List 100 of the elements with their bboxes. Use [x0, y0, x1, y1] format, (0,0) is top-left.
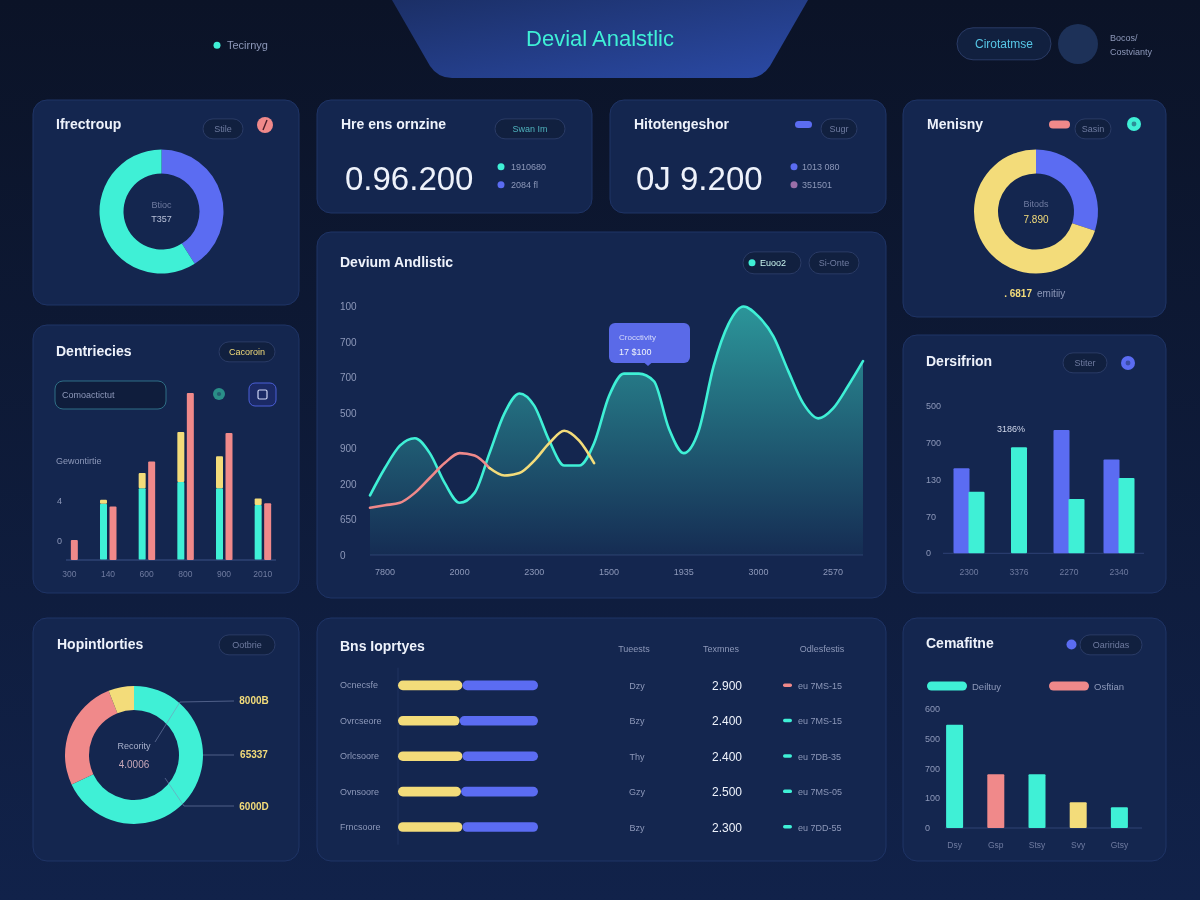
- text: 500: [926, 401, 942, 412]
- legend-label: Osftian: [1094, 680, 1125, 692]
- text: Tecirnyg: [227, 39, 268, 51]
- text: emitiiy: [1037, 288, 1066, 299]
- x-tick-label: 7800: [374, 567, 395, 577]
- annotation: 3186%: [996, 424, 1026, 434]
- text: 8000B: [239, 695, 269, 706]
- x-tick-label: 1500: [599, 567, 620, 577]
- donut-slice: [99, 149, 195, 274]
- text: Euoo2: [760, 258, 787, 268]
- x-tick-label: Stsy: [1028, 840, 1047, 850]
- donut-slice: [71, 686, 203, 824]
- text: Cirotatmse: [974, 37, 1034, 51]
- bar: [1053, 430, 1070, 554]
- y-tick-label: Ovrcseore: [340, 715, 382, 726]
- x-tick-label: 300: [62, 569, 77, 579]
- text: 2.400: [711, 714, 743, 729]
- y-tick-label: Frncsoore: [340, 822, 381, 832]
- text: 0: [340, 549, 346, 561]
- x-tick-label: 2570: [823, 567, 844, 577]
- x-tick-label: 140: [100, 569, 116, 579]
- bar: [100, 499, 107, 504]
- text: 900: [340, 443, 358, 454]
- chart-title: Menisny: [927, 116, 984, 132]
- bar: [398, 716, 460, 726]
- donut-slice: [108, 686, 134, 714]
- x-tick-label: 800: [178, 569, 193, 579]
- bar: [968, 491, 985, 554]
- text: T357: [151, 214, 172, 224]
- bar: [216, 456, 223, 489]
- bar: [946, 724, 964, 828]
- text: eu 7MS-05: [798, 787, 843, 798]
- x-tick-label: 2300: [959, 567, 979, 577]
- bar: [462, 680, 538, 691]
- text: Gzy: [628, 787, 646, 798]
- bar: [398, 822, 463, 832]
- text: Cacoroin: [228, 347, 266, 357]
- text: Hre ens ornzine: [341, 116, 447, 132]
- x-tick-label: 2340: [1109, 567, 1129, 577]
- bar: [186, 393, 194, 560]
- text: 4.0006: [118, 759, 150, 770]
- text: 1910680: [511, 162, 547, 172]
- text: 2.500: [711, 785, 743, 800]
- bar: [1103, 459, 1120, 554]
- text: Tueests: [618, 644, 651, 654]
- text: 2084 fl: [511, 180, 539, 190]
- text: Devial Analstlic: [526, 26, 674, 51]
- text: 0J 9.200: [636, 160, 763, 197]
- text: Hitotengeshor: [634, 116, 730, 132]
- text: 2.400: [711, 749, 743, 764]
- text: 7.890: [1023, 214, 1049, 225]
- text: 4: [57, 496, 63, 506]
- text: 200: [340, 478, 358, 490]
- text: eu 7MS-15: [798, 716, 843, 727]
- text: 130: [926, 474, 942, 485]
- bar: [462, 751, 538, 761]
- x-tick-label: 600: [139, 569, 155, 579]
- text: 100: [340, 301, 358, 312]
- text: Dzy: [629, 680, 646, 691]
- text: Swan Im: [512, 124, 548, 134]
- text: Sugr: [829, 124, 849, 134]
- donut-slice: [65, 690, 118, 785]
- chart-title: Ifrectroup: [56, 116, 122, 132]
- bar: [398, 751, 463, 761]
- text: Costvianty: [1110, 47, 1153, 57]
- chart-title: Bns Ioprtyes: [340, 638, 426, 654]
- donut-slice: [974, 149, 1095, 274]
- text: Bitods: [1023, 199, 1050, 209]
- x-tick-label: 2300: [524, 567, 545, 577]
- bar: [254, 498, 262, 505]
- bar: [70, 539, 78, 560]
- bar: [1069, 802, 1087, 828]
- text: . 6817: [1004, 288, 1033, 299]
- text: 700: [925, 763, 941, 774]
- text: Bzy: [629, 822, 645, 833]
- chart-title: Devium Andlistic: [340, 254, 454, 270]
- bar: [462, 822, 538, 832]
- legend-label: Deiltuy: [972, 680, 1002, 692]
- x-tick-label: 2270: [1059, 567, 1079, 577]
- text: 700: [340, 372, 358, 383]
- y-tick-label: Ovnsoore: [340, 786, 380, 797]
- text: 65337: [240, 749, 269, 760]
- annotation: Comoactictut: [62, 390, 116, 400]
- text: 2.300: [711, 820, 743, 835]
- x-tick-label: 1935: [673, 567, 694, 577]
- x-tick-label: Svy: [1071, 840, 1087, 850]
- chart-title: Hopintlorties: [57, 636, 144, 652]
- bar: [398, 786, 461, 797]
- x-tick-label: 900: [216, 569, 232, 579]
- text: 0.96.200: [345, 160, 474, 197]
- bar: [459, 716, 538, 726]
- chart-title: Dentriecies: [56, 343, 132, 359]
- bar: [1068, 499, 1085, 554]
- text: 70: [926, 511, 937, 522]
- text: eu 7DB-35: [798, 751, 842, 762]
- text: 500: [925, 733, 941, 744]
- text: eu 7MS-15: [798, 680, 843, 691]
- bar: [1110, 807, 1128, 828]
- x-tick-label: 3376: [1009, 567, 1029, 577]
- y-tick-label: Orlcsoore: [340, 751, 380, 762]
